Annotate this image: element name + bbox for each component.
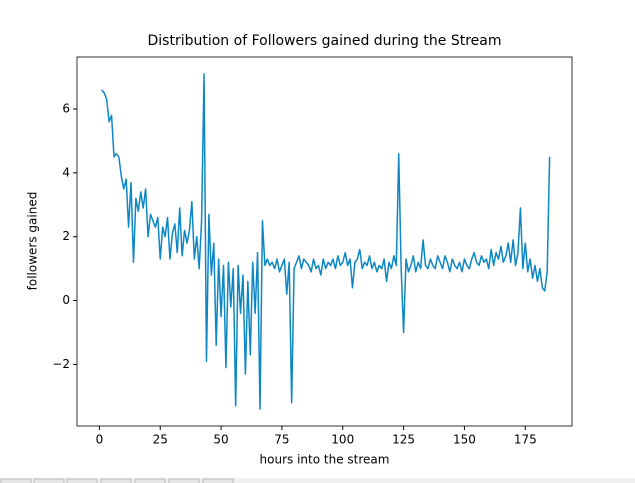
y-tick-label: 0	[62, 293, 70, 307]
toolbar-button[interactable]	[66, 478, 98, 483]
x-axis-label: hours into the stream	[260, 453, 390, 467]
x-tick-label: 100	[331, 433, 354, 447]
y-tick-label: 6	[62, 102, 70, 116]
x-tick-label: 75	[274, 433, 289, 447]
toolbar-bg	[0, 478, 635, 483]
toolbar-button[interactable]	[202, 478, 234, 483]
y-tick-label: 2	[62, 229, 70, 243]
toolbar-button[interactable]	[168, 478, 200, 483]
x-tick-label: 50	[213, 433, 228, 447]
x-tick-label: 0	[96, 433, 104, 447]
x-tick-label: 125	[392, 433, 415, 447]
toolbar-button[interactable]	[0, 478, 32, 483]
toolbar-button[interactable]	[134, 478, 166, 483]
y-axis-label: followers gained	[26, 192, 40, 291]
y-tick-label: 4	[62, 165, 70, 179]
x-tick-label: 175	[514, 433, 537, 447]
x-tick-label: 25	[153, 433, 168, 447]
toolbar-button[interactable]	[100, 478, 132, 483]
toolbar	[0, 478, 635, 483]
x-tick-label: 150	[453, 433, 476, 447]
y-tick-label: −2	[52, 357, 70, 371]
axes-frame	[76, 56, 573, 427]
toolbar-button[interactable]	[33, 478, 65, 483]
chart-title: Distribution of Followers gained during …	[148, 33, 502, 49]
data-line	[101, 73, 551, 410]
